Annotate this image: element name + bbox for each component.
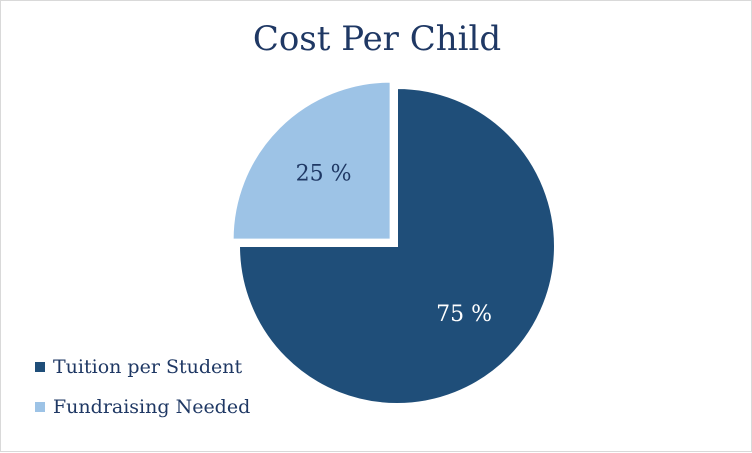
pie-slice-0 [237, 86, 556, 405]
legend-label-fundraising: Fundraising Needed [53, 396, 251, 418]
chart-legend: Tuition per Student Fundraising Needed [35, 347, 250, 427]
legend-swatch-fundraising [35, 402, 45, 412]
chart-title: Cost Per Child [252, 19, 502, 59]
data-label-0: 75 % [436, 302, 492, 327]
legend-item-fundraising: Fundraising Needed [35, 387, 250, 427]
legend-label-tuition: Tuition per Student [53, 356, 243, 378]
pie-slice-1 [231, 80, 392, 241]
legend-swatch-tuition [35, 362, 45, 372]
legend-item-tuition: Tuition per Student [35, 347, 250, 387]
data-label-1: 25 % [296, 162, 352, 187]
